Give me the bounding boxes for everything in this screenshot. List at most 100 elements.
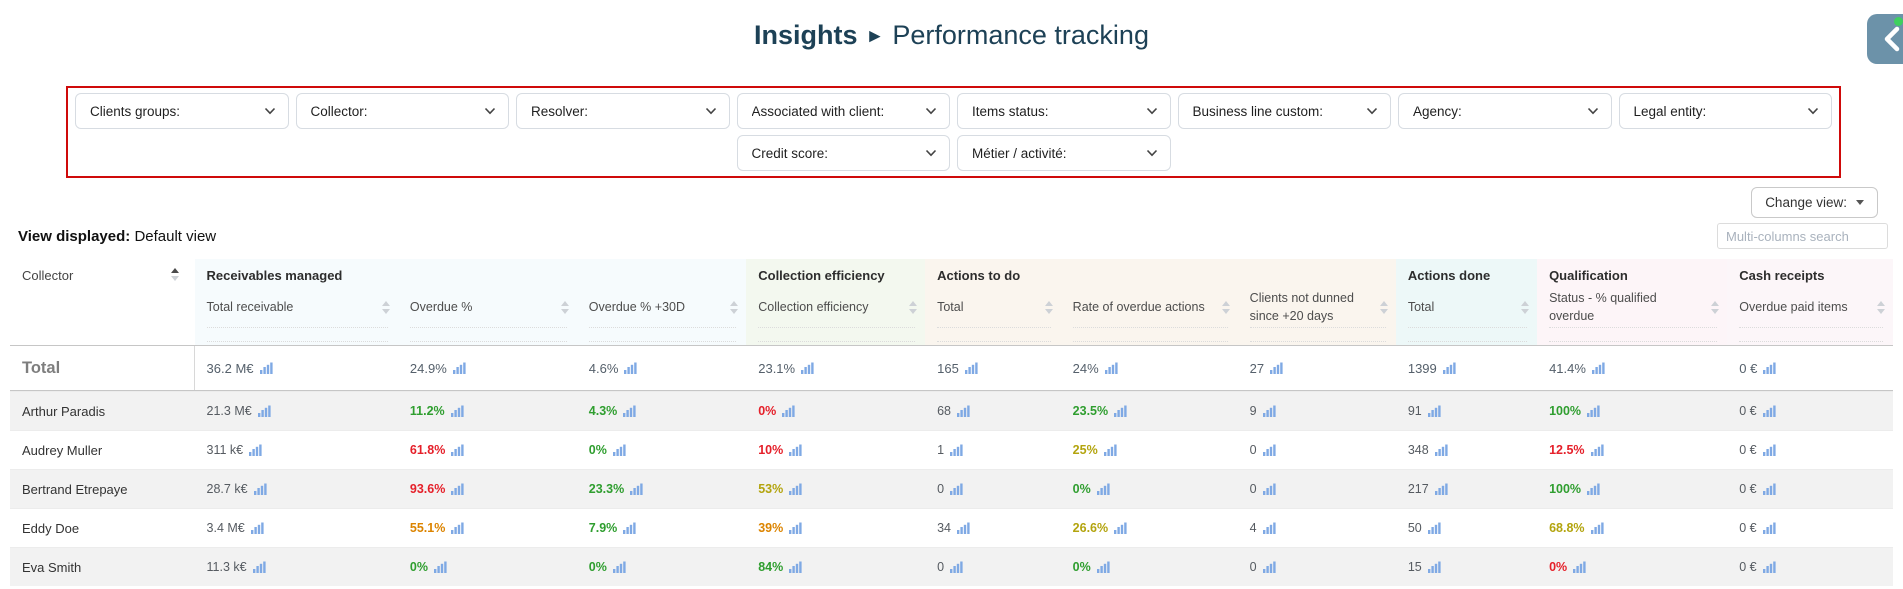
bar-chart-icon[interactable] <box>623 522 636 535</box>
bar-chart-icon[interactable] <box>789 444 802 457</box>
bar-chart-icon[interactable] <box>450 405 464 418</box>
filter-resolver[interactable]: Resolver: <box>516 93 730 129</box>
bar-chart-icon[interactable] <box>950 444 963 457</box>
column-filter-input[interactable] <box>409 327 567 343</box>
bar-chart-icon[interactable] <box>1096 561 1110 574</box>
filter-business-line-custom[interactable]: Business line custom: <box>1177 93 1391 129</box>
column-filter-input[interactable] <box>588 327 737 343</box>
column-header-collection-efficiency[interactable]: Collection efficiency <box>746 287 926 328</box>
collapse-panel-button[interactable] <box>1867 14 1903 64</box>
bar-chart-icon[interactable] <box>957 522 970 535</box>
bar-chart-icon[interactable] <box>623 405 636 418</box>
bar-chart-icon[interactable] <box>1434 483 1448 496</box>
bar-chart-icon[interactable] <box>789 483 802 496</box>
bar-chart-icon[interactable] <box>259 362 273 375</box>
bar-chart-icon[interactable] <box>624 362 638 375</box>
bar-chart-icon[interactable] <box>1762 405 1776 418</box>
bar-chart-icon[interactable] <box>789 561 802 574</box>
bar-chart-icon[interactable] <box>250 522 264 535</box>
bar-chart-icon[interactable] <box>257 405 271 418</box>
bar-chart-icon[interactable] <box>1096 483 1110 496</box>
bar-chart-icon[interactable] <box>1442 362 1456 375</box>
bar-chart-icon[interactable] <box>801 362 814 375</box>
filter-clients-groups[interactable]: Clients groups: <box>75 93 289 129</box>
collector-name: Audrey Muller <box>22 442 103 458</box>
filter-items-status[interactable]: Items status: <box>957 93 1171 129</box>
bar-chart-icon[interactable] <box>1262 561 1276 574</box>
bar-chart-icon[interactable] <box>1270 362 1283 375</box>
filter-legal-entity[interactable]: Legal entity: <box>1618 93 1832 129</box>
column-header-total[interactable]: Total <box>925 287 1061 328</box>
bar-chart-icon[interactable] <box>1262 405 1276 418</box>
column-filter-input[interactable] <box>1249 327 1386 343</box>
bar-chart-icon[interactable] <box>950 561 963 574</box>
column-header-rate-of-overdue-actions[interactable]: Rate of overdue actions <box>1060 287 1238 328</box>
bar-chart-icon[interactable] <box>630 483 643 496</box>
sort-desc-icon <box>1521 308 1530 314</box>
bar-chart-icon[interactable] <box>1590 444 1604 457</box>
filter-associated-with-client[interactable]: Associated with client: <box>736 93 950 129</box>
bar-chart-icon[interactable] <box>1762 522 1776 535</box>
bar-chart-icon[interactable] <box>1103 444 1117 457</box>
bar-chart-icon[interactable] <box>1262 522 1276 535</box>
filter-agency[interactable]: Agency: <box>1398 93 1612 129</box>
bar-chart-icon[interactable] <box>452 362 466 375</box>
column-header-overdue-paid-items[interactable]: Overdue paid items <box>1727 287 1893 328</box>
bar-chart-icon[interactable] <box>1587 405 1600 418</box>
column-filter-input[interactable] <box>1072 327 1228 343</box>
bar-chart-icon[interactable] <box>1587 483 1600 496</box>
bar-chart-icon[interactable] <box>782 405 795 418</box>
column-filter-input[interactable] <box>1407 327 1528 343</box>
bar-chart-icon[interactable] <box>964 362 978 375</box>
column-filter-input[interactable] <box>937 327 1051 343</box>
bar-chart-icon[interactable] <box>253 483 267 496</box>
bar-chart-icon[interactable] <box>249 444 262 457</box>
bar-chart-icon[interactable] <box>1591 362 1605 375</box>
change-view-button[interactable]: Change view: <box>1751 187 1878 218</box>
table-row: Eddy Doe 3.4 M€ 55.1% 7.9% 39% 34 26.6% 4 50 68.8… <box>10 508 1893 548</box>
bar-chart-icon[interactable] <box>252 561 266 574</box>
column-header-total[interactable]: Total <box>1395 287 1538 328</box>
bar-chart-icon[interactable] <box>957 405 970 418</box>
bar-chart-icon[interactable] <box>1262 444 1276 457</box>
bar-chart-icon[interactable] <box>1762 561 1776 574</box>
bar-chart-icon[interactable] <box>433 561 447 574</box>
bar-chart-icon[interactable] <box>1763 362 1776 375</box>
bar-chart-icon[interactable] <box>451 444 464 457</box>
column-header-total-receivable[interactable]: Total receivable <box>194 287 398 328</box>
bar-chart-icon[interactable] <box>451 483 464 496</box>
bar-chart-icon[interactable] <box>1427 561 1441 574</box>
sort-desc-icon <box>909 308 918 314</box>
filter-m-tier-activit[interactable]: Métier / activité: <box>957 135 1171 171</box>
bar-chart-icon[interactable] <box>1573 561 1586 574</box>
column-header-overdue-30d[interactable]: Overdue % +30D <box>576 287 747 328</box>
bar-chart-icon[interactable] <box>1427 522 1441 535</box>
column-filter-input[interactable] <box>206 327 388 343</box>
column-filter-input[interactable] <box>1549 327 1718 343</box>
column-header-status-qualified-overdue[interactable]: Status - % qualified overdue <box>1537 287 1728 328</box>
column-filter-input[interactable] <box>1739 327 1883 343</box>
column-header-clients-not-dunned-since-20-days[interactable]: Clients not dunned since +20 days <box>1237 287 1396 328</box>
bar-chart-icon[interactable] <box>1114 405 1127 418</box>
column-filter-input[interactable] <box>758 327 916 343</box>
chevron-down-icon <box>697 107 717 115</box>
bar-chart-icon[interactable] <box>1434 444 1448 457</box>
bar-chart-icon[interactable] <box>1762 483 1776 496</box>
bar-chart-icon[interactable] <box>1262 483 1276 496</box>
column-header-collector[interactable]: Collector <box>10 259 195 287</box>
bar-chart-icon[interactable] <box>612 444 626 457</box>
bar-chart-icon[interactable] <box>789 522 802 535</box>
bar-chart-icon[interactable] <box>1427 405 1441 418</box>
bar-chart-icon[interactable] <box>1104 362 1118 375</box>
bar-chart-icon[interactable] <box>1762 444 1776 457</box>
metric-value: 0% <box>588 560 607 575</box>
filter-credit-score[interactable]: Credit score: <box>736 135 950 171</box>
bar-chart-icon[interactable] <box>1590 522 1604 535</box>
bar-chart-icon[interactable] <box>950 483 963 496</box>
multi-columns-search-input[interactable] <box>1717 223 1888 249</box>
filter-collector[interactable]: Collector: <box>295 93 509 129</box>
bar-chart-icon[interactable] <box>1114 522 1127 535</box>
bar-chart-icon[interactable] <box>451 522 464 535</box>
bar-chart-icon[interactable] <box>612 561 626 574</box>
column-header-overdue[interactable]: Overdue % <box>397 287 577 328</box>
